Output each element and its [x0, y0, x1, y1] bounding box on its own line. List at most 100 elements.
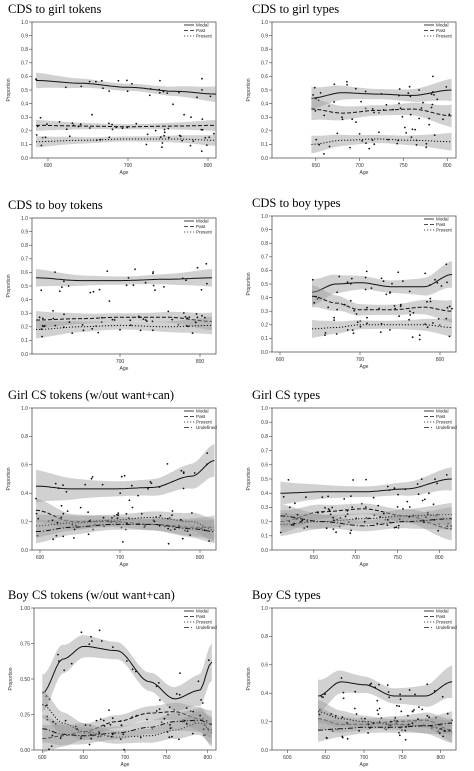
data-point [335, 531, 337, 534]
data-point [323, 153, 325, 155]
x-axis-label: Age [360, 364, 369, 370]
data-point [46, 718, 49, 721]
data-point [383, 727, 386, 730]
data-point [184, 529, 186, 532]
data-point [395, 526, 398, 529]
data-point [59, 737, 62, 740]
data-point [208, 136, 211, 139]
data-point [333, 83, 336, 86]
data-point [38, 316, 41, 319]
data-point [111, 318, 114, 321]
data-point [54, 482, 57, 485]
data-point [328, 105, 330, 107]
data-point [125, 284, 128, 287]
data-point [399, 303, 402, 306]
data-point [311, 278, 314, 281]
data-point [45, 695, 48, 697]
data-point [139, 329, 142, 332]
y-tick-label: 0.5 [21, 284, 28, 290]
data-point [108, 300, 111, 302]
data-point [99, 718, 102, 720]
data-point [382, 512, 385, 515]
x-tick-label: 800 [196, 555, 205, 561]
data-point [354, 87, 357, 90]
data-point [411, 722, 414, 725]
data-point [420, 107, 423, 109]
x-tick-label: 750 [393, 555, 402, 561]
data-point [97, 735, 99, 738]
y-tick-label: 0.50 [20, 677, 30, 683]
legend-label: Present [436, 34, 453, 39]
confidence-band [36, 444, 215, 503]
data-point [445, 86, 448, 88]
legend-label: Past [196, 614, 206, 619]
data-point [367, 732, 369, 734]
data-point [169, 727, 172, 730]
data-point [368, 517, 370, 520]
data-point [182, 719, 184, 721]
y-tick-label: 0.6 [261, 663, 268, 669]
y-tick-label: 1.0 [21, 406, 28, 412]
data-point [364, 506, 367, 508]
data-point [202, 734, 205, 737]
data-point [145, 143, 148, 146]
data-point [179, 672, 181, 674]
data-point [316, 298, 319, 300]
data-point [319, 709, 321, 711]
data-point [192, 710, 195, 713]
data-point [409, 95, 412, 98]
data-point [373, 514, 376, 517]
data-point [171, 735, 173, 738]
data-point [336, 728, 339, 731]
data-point [178, 524, 180, 527]
data-point [177, 323, 180, 326]
data-point [332, 516, 334, 519]
data-point [201, 118, 204, 120]
data-point [185, 279, 187, 282]
data-point [323, 114, 326, 117]
data-point [414, 128, 416, 131]
data-point [126, 90, 129, 93]
data-point [132, 284, 135, 287]
data-point [205, 144, 208, 146]
data-point [448, 729, 451, 732]
y-tick-label: 0.0 [261, 748, 268, 754]
data-point [346, 513, 349, 516]
data-point [364, 276, 367, 279]
data-point [63, 280, 65, 283]
data-point [171, 514, 173, 517]
y-tick-label: 1.00 [20, 606, 30, 612]
data-point [426, 714, 429, 717]
y-tick-label: 0.3 [261, 309, 268, 315]
data-point [279, 531, 282, 534]
data-point [425, 516, 427, 519]
data-point [282, 495, 285, 498]
data-point [432, 322, 434, 324]
data-point [173, 528, 176, 531]
data-point [68, 135, 71, 138]
data-point [303, 527, 306, 529]
data-point [294, 502, 296, 505]
data-point [108, 122, 110, 125]
data-point [364, 90, 367, 93]
data-point [66, 510, 69, 512]
data-point [131, 82, 133, 85]
data-point [129, 324, 132, 326]
data-point [123, 474, 126, 477]
data-point [188, 316, 191, 318]
data-point [394, 717, 397, 719]
data-point [191, 332, 194, 334]
x-tick-label: 800 [436, 357, 445, 363]
y-tick-label: 0.4 [261, 101, 268, 107]
data-point [102, 516, 105, 519]
data-point [88, 127, 91, 129]
data-point [325, 527, 328, 530]
y-tick-label: 0.2 [261, 129, 268, 135]
data-point [380, 277, 383, 280]
data-point [434, 278, 436, 281]
data-point [152, 329, 154, 332]
data-point [448, 113, 451, 116]
data-point [373, 143, 376, 146]
data-point [404, 729, 407, 732]
fit-line [36, 124, 216, 128]
